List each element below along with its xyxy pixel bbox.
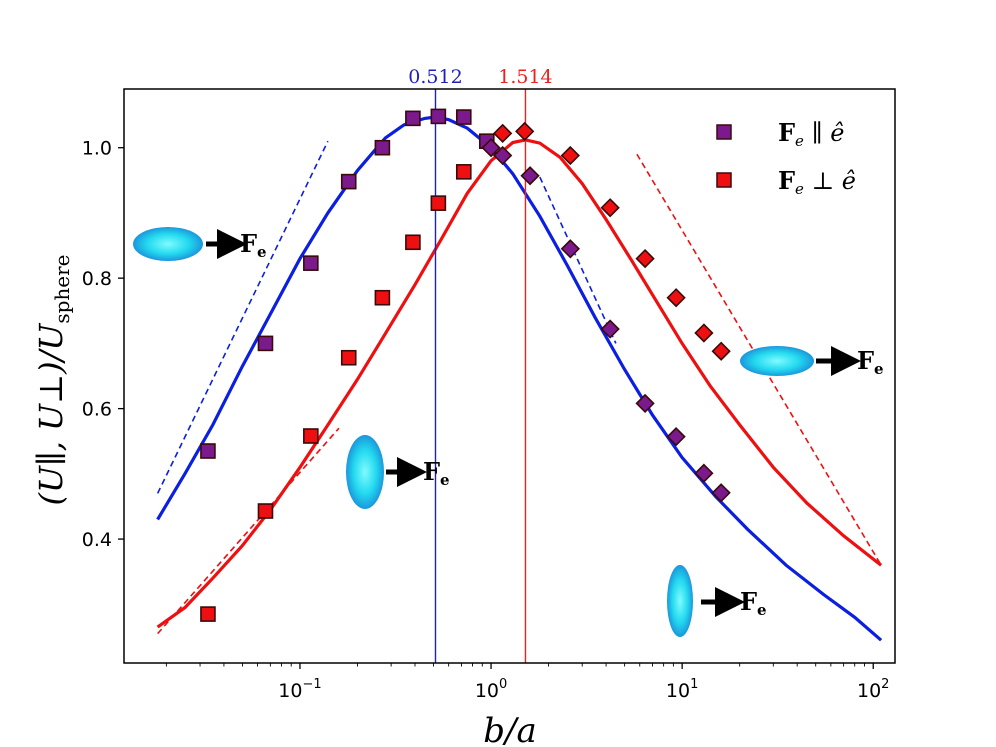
legend-marker-parallel — [716, 124, 732, 140]
parallel-square-point — [455, 109, 472, 125]
parallel-diamond-point — [481, 138, 501, 158]
curves-layer — [156, 115, 883, 642]
parallel-square-point — [405, 110, 421, 127]
parallel-asymptote-small — [156, 140, 329, 494]
perpendicular-square-point — [200, 606, 216, 622]
force-label: Fe — [240, 229, 267, 261]
force-label: Fe — [423, 457, 450, 489]
parallel-diamond-point — [694, 463, 714, 483]
parallel-square-point — [340, 173, 357, 190]
perpendicular-diamond-point — [635, 248, 655, 269]
parallel-diamond-point — [493, 145, 513, 166]
x-axis-label: b/a — [483, 711, 537, 747]
parallel-diamond-point — [560, 239, 580, 259]
annotation-perpendicular-oblate: Fe — [740, 346, 884, 378]
vertical-reference-lines — [434, 89, 527, 663]
perpendicular-diamond-point — [560, 145, 580, 166]
parallel-asymptote-large — [539, 176, 617, 344]
plot-frame — [123, 88, 896, 664]
vline-label: 1.514 — [498, 66, 552, 88]
force-label: Fe — [740, 587, 767, 619]
perpendicular-square-point — [430, 195, 447, 211]
perpendicular-square-point — [374, 289, 391, 306]
legend-label-parallel: Fe ∥ ê — [778, 118, 844, 150]
perpendicular-square-point — [455, 164, 472, 180]
annotation-parallel-prolate: Fe — [667, 565, 767, 637]
parallel-fit-curve — [156, 115, 883, 642]
parallel-diamond-point — [520, 166, 540, 186]
parallel-square-point — [200, 443, 216, 459]
perpendicular-diamond-point — [694, 323, 714, 343]
perpendicular-diamond-point — [600, 198, 620, 218]
force-label: Fe — [857, 346, 884, 378]
y-tick-label: 1.0 — [82, 138, 112, 160]
y-axis-label: (U∥, U⊥)/Usphere — [32, 254, 74, 505]
vertical-line-labels: 0.512 1.514 — [408, 66, 552, 88]
x-tick-label: 100 — [475, 677, 507, 702]
x-tick-label: 102 — [857, 677, 889, 702]
perpendicular-square-point — [257, 503, 274, 519]
perpendicular-asymptote-small — [157, 427, 340, 635]
parallel-square-point — [374, 139, 391, 156]
annotation-parallel-oblate: Fe — [133, 227, 267, 261]
parallel-square-point — [257, 335, 274, 352]
prolate-particle-icon — [667, 565, 693, 637]
parallel-diamond-point — [635, 393, 655, 414]
perpendicular-square-point — [303, 428, 319, 444]
parallel-diamond-point — [711, 483, 731, 503]
perpendicular-square-point — [405, 234, 421, 251]
parallel-diamond-point — [666, 427, 686, 447]
perpendicular-diamond-point — [666, 288, 686, 308]
prolate-particle-icon — [346, 435, 384, 509]
perpendicular-diamond-point — [493, 123, 513, 143]
oblate-particle-icon — [133, 227, 203, 261]
legend-label-perpendicular: Fe ⊥ ê — [778, 166, 856, 198]
perpendicular-diamond-point — [711, 341, 731, 361]
y-tick-label: 0.4 — [82, 529, 112, 551]
y-axis-ticks: 0.4 0.6 0.8 1.0 — [82, 138, 124, 551]
parallel-square-point — [430, 108, 447, 125]
y-tick-label: 0.6 — [82, 399, 112, 421]
legend: Fe ∥ ê Fe ⊥ ê — [716, 118, 856, 198]
oblate-particle-icon — [740, 346, 814, 376]
perpendicular-diamond-point — [515, 121, 535, 142]
y-tick-label: 0.8 — [82, 268, 112, 290]
legend-marker-perpendicular — [716, 172, 732, 188]
data-points-layer — [200, 108, 731, 622]
annotation-perpendicular-prolate: Fe — [346, 435, 450, 509]
vline-label: 0.512 — [408, 66, 462, 88]
x-axis-ticks: 10−1 100 101 102 — [165, 663, 889, 702]
x-tick-label: 101 — [666, 677, 698, 702]
parallel-square-point — [303, 255, 319, 271]
parallel-diamond-point — [600, 319, 620, 339]
x-tick-label: 10−1 — [278, 677, 321, 702]
perpendicular-square-point — [340, 349, 357, 366]
